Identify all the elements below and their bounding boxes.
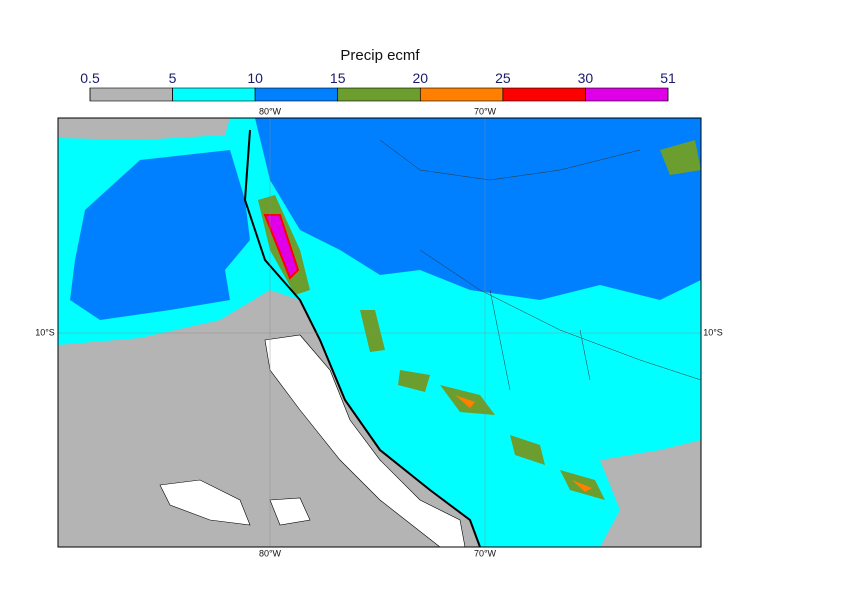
precip-area (70, 150, 250, 320)
map: 80°W 70°W 80°W 70°W 10°S 10°S (35, 106, 723, 558)
desert (264, 334, 466, 547)
colorbar-label: 51 (660, 70, 676, 86)
lat-label: 10°S (703, 327, 723, 337)
colorbar-label: 30 (578, 70, 594, 86)
colorbar-label: 0.5 (80, 70, 100, 86)
colorbar-segment (502, 87, 586, 102)
dry-area (600, 440, 701, 547)
colorbar-label: 10 (247, 70, 263, 86)
dry-area (58, 118, 230, 140)
lon-label: 70°W (474, 106, 497, 116)
lat-label: 10°S (35, 327, 55, 337)
coastline (243, 129, 481, 547)
lon-label: 80°W (259, 106, 282, 116)
precip-area (455, 395, 592, 492)
colorbar-segment (337, 87, 421, 102)
colorbar-label: 20 (412, 70, 428, 86)
lon-label: 70°W (474, 548, 497, 558)
colorbar-label: 5 (169, 70, 177, 86)
colorbar-label: 15 (330, 70, 346, 86)
map-frame (57, 117, 702, 548)
title: Precip ecmf (340, 47, 420, 64)
colorbar: 0.5 5 10 15 20 25 30 51 (80, 70, 676, 102)
colorbar-segment (89, 87, 173, 102)
precip-area (263, 214, 300, 280)
colorbar-segment (585, 87, 669, 102)
colorbar-segment (254, 87, 339, 102)
desert (159, 479, 311, 526)
colorbar-label: 25 (495, 70, 511, 86)
colorbar-segment (172, 87, 256, 102)
lon-label: 80°W (259, 548, 282, 558)
precip-area (255, 118, 701, 300)
border (379, 139, 701, 391)
colorbar-segment (419, 87, 504, 102)
